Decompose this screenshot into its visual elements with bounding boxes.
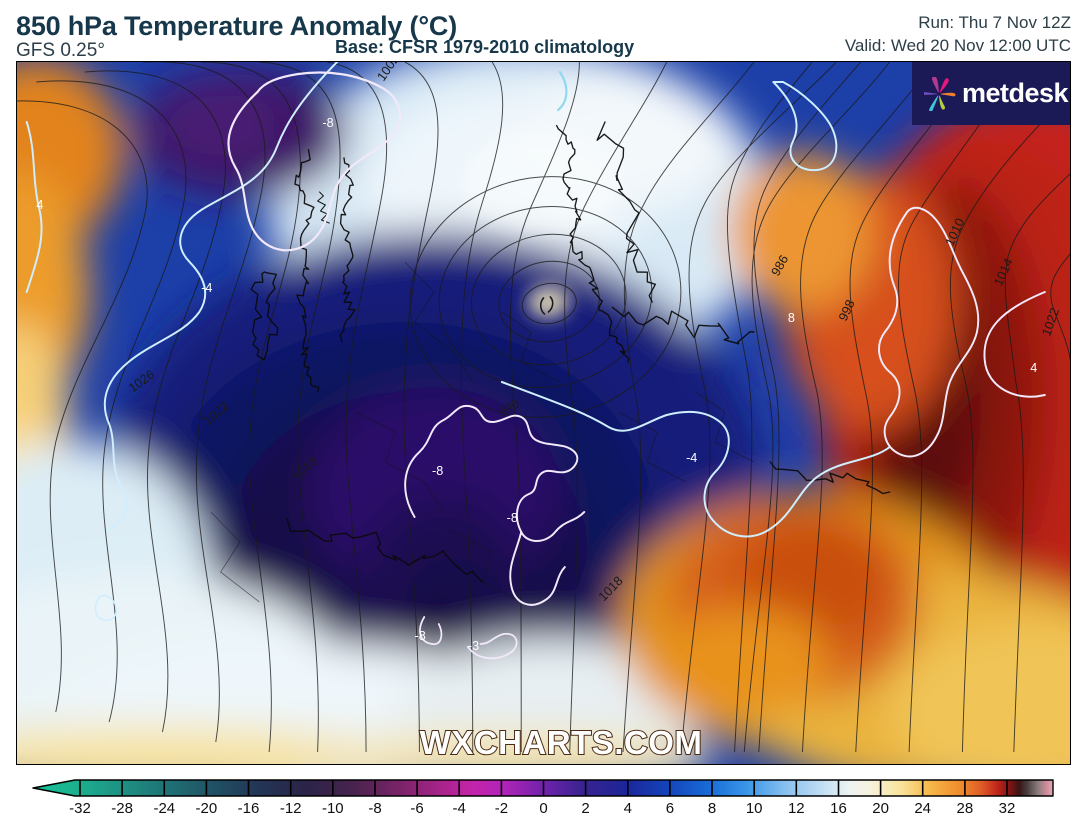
svg-text:-8: -8 [432, 463, 443, 478]
svg-text:4: 4 [36, 197, 43, 212]
svg-text:8: 8 [788, 310, 795, 325]
svg-text:4: 4 [1030, 360, 1037, 375]
svg-text:-8: -8 [415, 628, 426, 643]
svg-text:-8: -8 [322, 115, 333, 130]
svg-text:-3: -3 [468, 638, 479, 653]
svg-text:-8: -8 [507, 510, 518, 525]
svg-text:-4: -4 [686, 450, 697, 465]
svg-text:-4: -4 [201, 280, 212, 295]
